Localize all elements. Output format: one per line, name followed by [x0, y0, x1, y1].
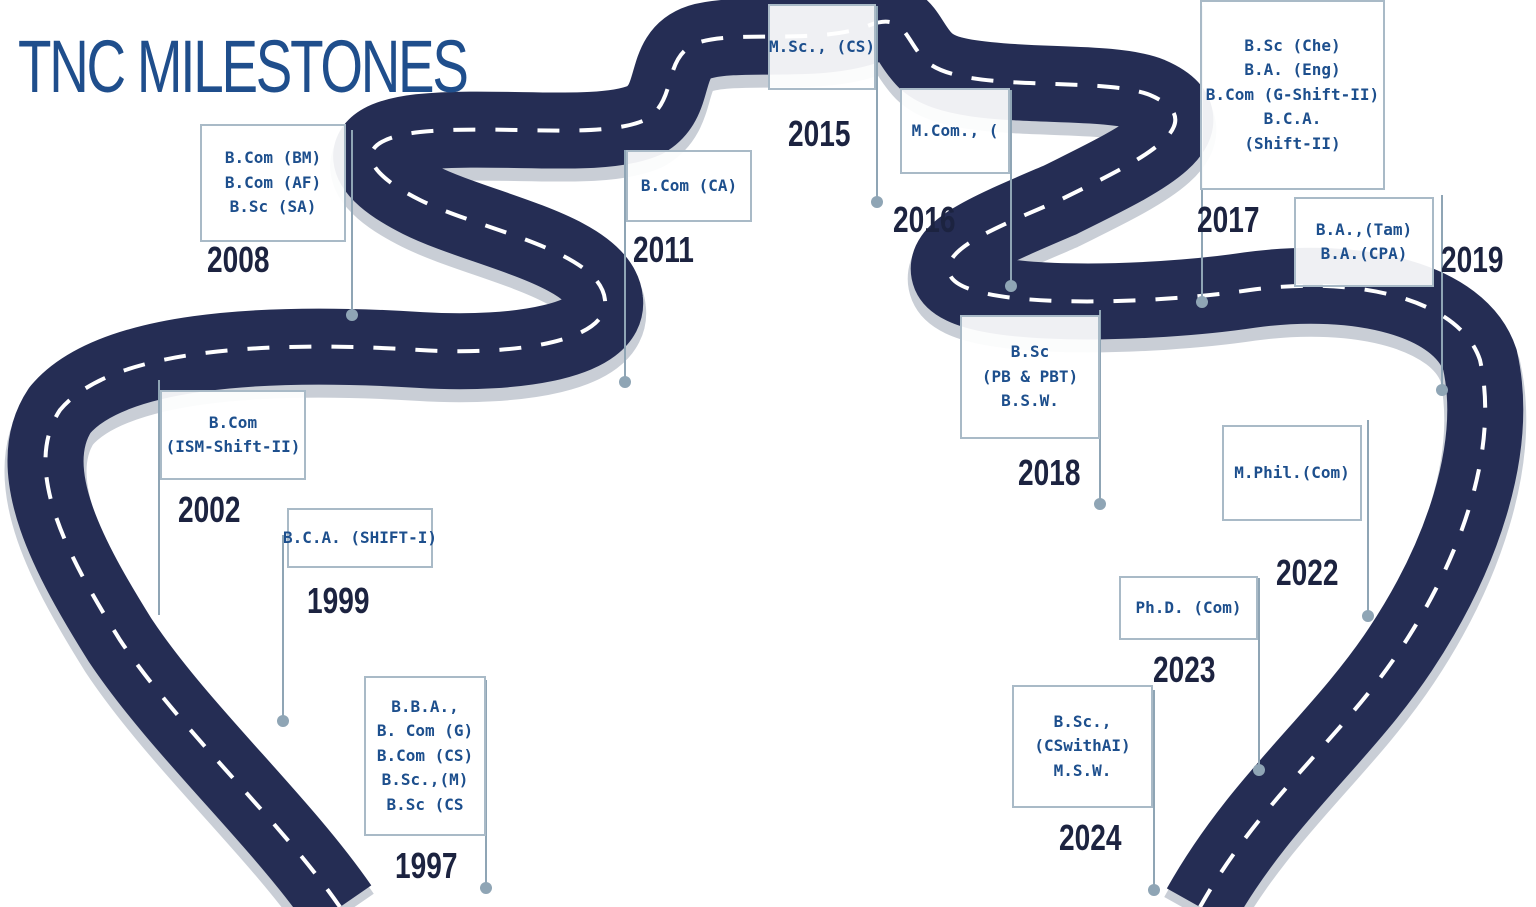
year-label-2008: 2008 — [207, 239, 270, 280]
course-label: B.Sc., — [1053, 711, 1112, 731]
year-label-2019: 2019 — [1441, 239, 1504, 280]
course-label: (PB & PBT) — [981, 366, 1079, 386]
course-label: B.Sc (SA) — [229, 197, 317, 217]
milestone-box-1997: B.B.A., B. Com (G) B.Com (CS) B.Sc.,(M) … — [364, 676, 486, 836]
course-label: B.Sc (CS — [386, 794, 464, 814]
milestone-box-2019: B.A.,(Tam) B.A.(CPA) — [1294, 197, 1434, 287]
course-label: (Shift-II) — [1244, 133, 1341, 153]
milestone-box-2002: B.Com (ISM-Shift-II) — [160, 390, 306, 480]
course-label: B.C.A. — [1263, 109, 1322, 129]
course-label: B.S.W. — [1001, 391, 1059, 411]
course-label: B.Com — [208, 412, 258, 432]
pole-2024 — [1153, 690, 1155, 890]
milestone-box-2011: B.Com (CA) — [626, 150, 752, 222]
pole-2008 — [351, 130, 353, 315]
course-label: (ISM-Shift-II) — [165, 437, 301, 456]
year-label-2015: 2015 — [788, 113, 851, 154]
course-label: M.Com., ( — [911, 120, 999, 140]
pole-dot-2022 — [1362, 610, 1374, 622]
pole-dot-2019 — [1436, 384, 1448, 396]
pole-dot-2008 — [346, 309, 358, 321]
pole-2016 — [1010, 90, 1012, 286]
pole-dot-2023 — [1253, 764, 1265, 776]
pole-2019 — [1441, 195, 1443, 390]
year-label-1997: 1997 — [395, 845, 458, 886]
pole-2023 — [1258, 578, 1260, 770]
year-label-1999: 1999 — [307, 580, 370, 621]
year-label-2024: 2024 — [1059, 817, 1122, 858]
pole-dot-2016 — [1005, 280, 1017, 292]
course-label: M.Sc., (CS) — [769, 36, 875, 56]
year-label-2023: 2023 — [1153, 649, 1216, 690]
pole-1997 — [485, 680, 487, 888]
milestone-box-2016: M.Com., ( — [900, 88, 1010, 174]
course-label: M.S.W. — [1053, 760, 1112, 780]
year-label-2022: 2022 — [1276, 552, 1339, 593]
course-label: B.Com (AF) — [224, 172, 322, 192]
milestone-box-2022: M.Phil.(Com) — [1222, 425, 1362, 521]
year-label-2011: 2011 — [633, 229, 694, 270]
milestone-box-2015: M.Sc., (CS) — [768, 4, 876, 90]
course-label: B.Com (CA) — [640, 175, 738, 195]
milestone-box-2017: B.Sc (Che) B.A. (Eng) B.Com (G-Shift-II)… — [1200, 0, 1385, 190]
pole-dot-1999 — [277, 715, 289, 727]
course-label: M.Phil.(Com) — [1234, 462, 1350, 482]
course-label: B.Sc — [1010, 342, 1050, 362]
year-label-2002: 2002 — [178, 489, 241, 530]
course-label: B.Sc.,(M) — [381, 770, 469, 790]
milestone-box-1999: B.C.A. (SHIFT-I) — [283, 508, 437, 568]
pole-dot-1997 — [480, 882, 492, 894]
pole-dot-2015 — [871, 196, 883, 208]
pole-dot-2024 — [1148, 884, 1160, 896]
year-label-2018: 2018 — [1018, 452, 1081, 493]
course-label: (CSwithAI) — [1034, 736, 1131, 756]
milestone-box-2018: B.Sc (PB & PBT) B.S.W. — [960, 315, 1100, 439]
pole-dot-2018 — [1094, 498, 1106, 510]
course-label: B.B.A., — [391, 696, 459, 716]
pole-dot-2011 — [619, 376, 631, 388]
pole-2015 — [876, 6, 878, 202]
course-label: B.A.(CPA) — [1320, 244, 1408, 263]
course-label: Ph.D. (Com) — [1135, 597, 1242, 617]
pole-dot-2017 — [1196, 296, 1208, 308]
course-label: B.A.,(Tam) — [1315, 219, 1413, 239]
course-label: B.C.A. (SHIFT-I) — [282, 527, 438, 547]
year-label-2016: 2016 — [893, 199, 956, 240]
pole-2011 — [624, 150, 626, 382]
pole-2018 — [1099, 310, 1101, 502]
pole-2022 — [1367, 420, 1369, 616]
milestone-box-2023: Ph.D. (Com) — [1119, 576, 1258, 640]
course-label: B. Com (G) — [376, 721, 474, 741]
milestone-box-2024: B.Sc., (CSwithAI) M.S.W. — [1012, 685, 1153, 808]
pole-1999 — [282, 535, 284, 721]
course-label: B.Com (CS) — [376, 745, 474, 765]
course-label: B.Com (BM) — [224, 148, 322, 168]
milestone-box-2008: B.Com (BM) B.Com (AF) B.Sc (SA) — [200, 124, 346, 242]
course-label: B.Sc (Che) — [1244, 35, 1341, 55]
page-title: TNC MILESTONES — [18, 25, 469, 108]
course-label: B.A. (Eng) — [1244, 60, 1341, 80]
year-label-2017: 2017 — [1197, 199, 1260, 240]
course-label: B.Com (G-Shift-II) — [1205, 84, 1380, 104]
pole-2002 — [158, 380, 160, 615]
